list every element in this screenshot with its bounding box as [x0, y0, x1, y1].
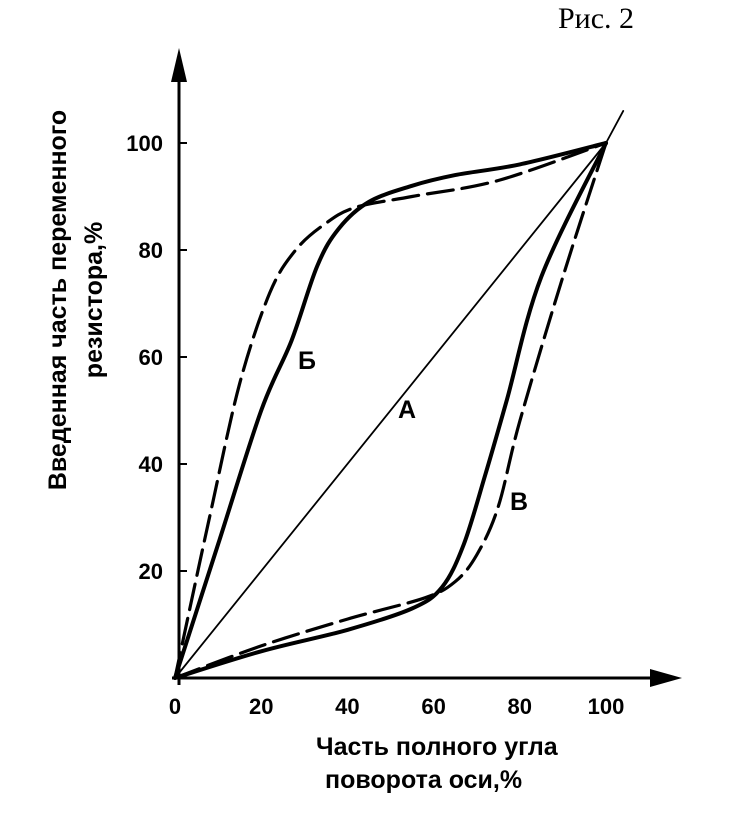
y-axis-arrow	[171, 48, 187, 82]
series-line-dashed	[173, 141, 608, 680]
x-axis-arrow	[650, 669, 682, 687]
curve-label-v: В	[510, 488, 528, 516]
x-tick-label: 60	[421, 694, 445, 719]
x-axis-title-line-1: Часть полного угла	[316, 733, 559, 761]
series-line-dashed	[173, 141, 608, 680]
curve-label-b: Б	[298, 347, 316, 375]
y-tick-label: 40	[139, 452, 163, 477]
x-tick-label: 20	[249, 694, 273, 719]
x-tick-label: 40	[335, 694, 359, 719]
series-line-b	[173, 141, 608, 680]
x-tick-label: 80	[508, 694, 532, 719]
series-layer	[173, 110, 625, 680]
figure-label: Рис. 2	[558, 2, 634, 35]
y-tick-label: 100	[126, 131, 163, 156]
x-tick-labels: 0 20 40 60 80 100	[169, 694, 624, 719]
y-tick-label: 60	[139, 345, 163, 370]
y-axis-title-line-1: Введенная часть переменного	[44, 110, 72, 490]
x-tick-label: 0	[169, 694, 181, 719]
y-tick-labels: 20 40 60 80 100	[126, 131, 187, 584]
y-tick-label: 80	[139, 238, 163, 263]
x-axis-title-line-2: поворота оси,%	[325, 766, 522, 794]
series-line-v	[173, 141, 608, 680]
y-axis-title: Введенная часть переменного резистора,%	[44, 110, 108, 490]
axes	[171, 48, 682, 687]
y-axis-title-line-2: резистора,%	[80, 222, 108, 378]
x-tick-label: 100	[588, 694, 625, 719]
y-tick-label: 20	[139, 559, 163, 584]
curve-label-a: А	[398, 396, 416, 424]
series-line-a	[174, 110, 625, 679]
